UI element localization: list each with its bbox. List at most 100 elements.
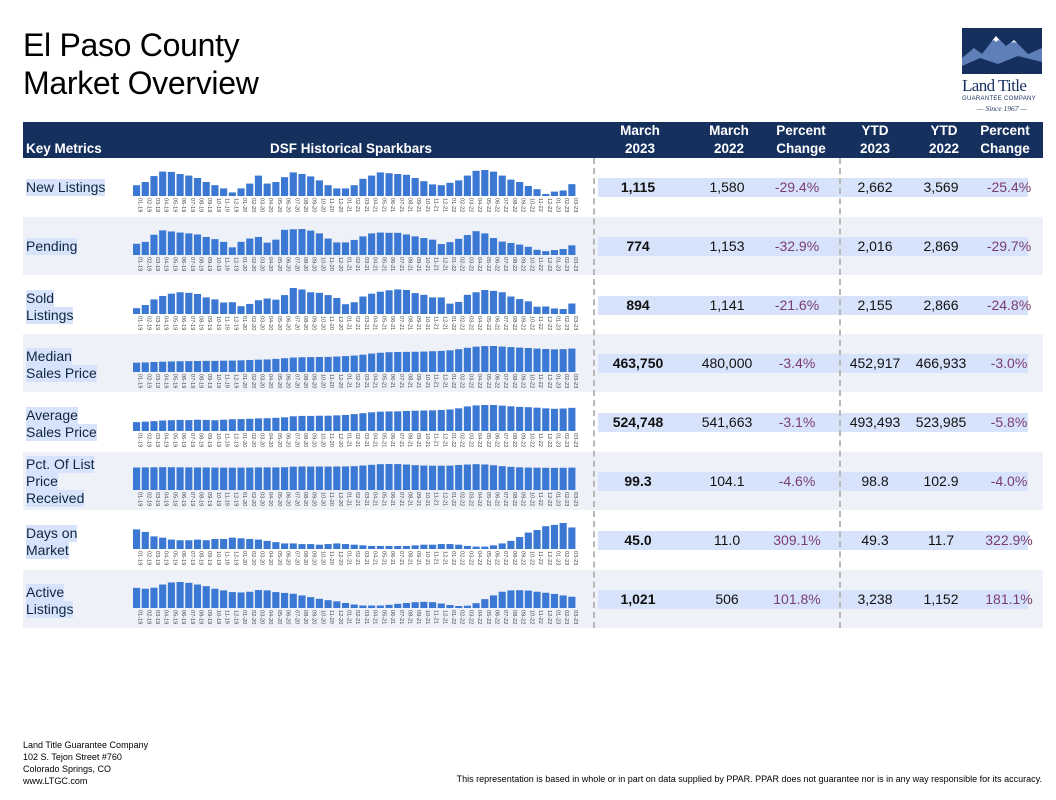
spark-month-label: 11-22 [537,433,543,447]
logo-brand: Land Title [962,76,1027,95]
spark-bar [298,357,306,373]
spark-bar [498,405,506,432]
spark-month-label: 11-19 [224,551,230,565]
spark-month-label: 04-19 [163,257,169,271]
spark-bar [289,287,297,314]
value-percent-change: -29.4% [774,179,820,195]
spark-bar [211,361,219,373]
spark-bar [411,465,419,490]
spark-bar [516,589,524,608]
value-ytd-percent-change: -4.0% [990,473,1028,489]
spark-bar [272,541,280,549]
spark-bar [385,604,393,608]
spark-month-label: 10-19 [215,492,221,506]
spark-month-label: 10-22 [528,257,534,271]
spark-bar [263,183,271,196]
spark-bar [254,418,263,432]
spark-month-label: 03-23 [572,551,578,565]
spark-month-label: 05-19 [171,316,177,330]
spark-month-label: 09-21 [415,551,421,565]
value-march-2023: 1,021 [620,590,656,607]
spark-bar [263,298,271,314]
header-percent-change-l2: Change [776,141,826,156]
spark-bar [472,230,480,255]
spark-bar [516,467,524,490]
spark-bar [211,588,219,608]
spark-bar [507,540,515,549]
spark-bar [341,303,350,314]
spark-bar [315,544,323,549]
spark-bar [141,421,149,432]
spark-month-label: 02-21 [354,610,360,624]
spark-bar [341,242,350,255]
spark-month-label: 12-22 [546,433,552,447]
spark-bar [193,178,202,196]
metric-label-line: New Listings [26,179,106,196]
spark-bar [411,352,419,373]
spark-month-label: 06-20 [285,610,291,624]
spark-month-label: 05-22 [485,374,491,388]
spark-month-label: 11-21 [433,492,439,506]
spark-month-label: 08-20 [302,610,308,624]
header-march-2023-l2: 2023 [624,141,656,156]
spark-month-label: 05-21 [380,316,386,330]
spark-month-label: 04-20 [267,433,273,447]
value-march-2023: 99.3 [624,473,652,489]
spark-bar [307,176,315,196]
spark-month-label: 07-19 [189,433,195,447]
spark-month-label: 07-20 [293,492,299,506]
spark-month-label: 08-20 [302,551,308,565]
spark-month-label: 10-19 [215,316,221,330]
spark-bar [446,303,454,314]
spark-month-label: 07-20 [293,374,299,388]
spark-month-label: 02-21 [354,492,360,506]
spark-bar [524,246,532,255]
spark-bar [429,184,437,196]
spark-bar [507,347,515,373]
spark-bar [324,415,332,432]
spark-month-label: 09-19 [206,433,212,447]
value-ytd-percent-change: -24.8% [986,296,1032,313]
spark-month-label: 09-19 [206,257,212,271]
spark-bar [516,298,524,314]
spark-bar [237,188,245,196]
spark-bar [524,532,532,549]
spark-month-label: 05-20 [276,492,282,506]
spark-month-label: 03-20 [258,610,264,624]
spark-month-label: 02-20 [250,198,256,212]
value-ytd-2022: 11.7 [927,531,955,548]
spark-month-label: 12-21 [441,374,447,388]
spark-month-label: 03-23 [572,198,578,212]
spark-month-label: 12-21 [441,316,447,330]
spark-bar [167,171,175,196]
spark-bar [550,467,559,490]
footer-website[interactable]: www.LTGC.com [23,776,88,786]
spark-bar [176,361,184,373]
spark-bar [254,467,263,490]
spark-bar [376,411,384,432]
spark-month-label: 10-22 [528,198,534,212]
spark-month-label: 04-19 [163,433,169,447]
spark-bar [507,406,515,432]
value-ytd-2023: 2,155 [857,296,893,313]
spark-bar [307,466,315,490]
value-ytd-percent-change: -29.7% [986,237,1032,254]
spark-month-label: 12-22 [546,610,552,624]
spark-bar [446,182,454,196]
spark-bar [559,248,567,255]
spark-month-label: 12-19 [232,610,238,624]
spark-bar [481,464,489,490]
spark-month-label: 03-19 [154,551,160,565]
spark-bar [368,353,376,373]
spark-bar [133,422,141,432]
spark-month-label: 05-19 [171,433,177,447]
spark-bar [333,466,341,490]
spark-bar [324,238,332,255]
metric-label-line: Received [26,490,85,507]
spark-month-label: 02-21 [354,198,360,212]
spark-bar [498,346,506,373]
spark-month-label: 07-22 [502,610,508,624]
spark-bar [350,414,358,432]
spark-bar [159,584,167,608]
spark-month-label: 08-21 [406,374,412,388]
